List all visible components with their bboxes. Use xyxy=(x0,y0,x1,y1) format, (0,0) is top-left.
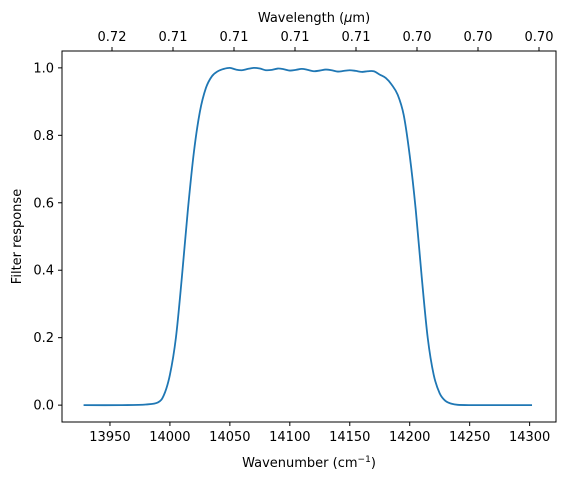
top-x-axis: 0.72 0.71 0.71 0.71 0.71 0.70 0.70 0.70 xyxy=(98,30,554,51)
bottom-x-axis: 13950 14000 14050 14100 14150 14200 14250 14300 xyxy=(89,422,550,445)
x-tick-label: 14150 xyxy=(329,430,370,445)
y-tick-label: 1.0 xyxy=(33,61,54,76)
top-tick-label: 0.70 xyxy=(464,30,493,45)
plot-frame xyxy=(61,50,557,423)
x-tick-label: 14000 xyxy=(149,430,190,445)
y-tick-label: 0.6 xyxy=(33,196,54,211)
top-tick-label: 0.71 xyxy=(281,30,310,45)
y-tick-label: 0.4 xyxy=(33,264,54,279)
y-tick-label: 0.8 xyxy=(33,129,54,144)
top-tick-label: 0.71 xyxy=(159,30,188,45)
y-tick-label: 0.2 xyxy=(33,331,54,346)
top-tick-label: 0.71 xyxy=(342,30,371,45)
filter-response-line xyxy=(83,66,533,407)
x-tick-label: 14250 xyxy=(449,430,490,445)
x-tick-label: 14100 xyxy=(269,430,310,445)
top-tick-label: 0.72 xyxy=(98,30,127,45)
x-tick-label: 14050 xyxy=(209,430,250,445)
top-tick-label: 0.71 xyxy=(220,30,249,45)
x-tick-label: 13950 xyxy=(89,430,130,445)
y-axis-label: Filter response xyxy=(10,189,25,284)
x-tick-label: 14300 xyxy=(509,430,550,445)
top-tick-label: 0.70 xyxy=(403,30,432,45)
y-tick-label: 0.0 xyxy=(33,399,54,414)
top-tick-label: 0.70 xyxy=(525,30,554,45)
top-axis-label: Wavelength (μm) xyxy=(258,11,370,26)
series-group xyxy=(83,66,533,407)
x-axis-label: Wavenumber (cm−1) xyxy=(242,455,376,471)
left-y-axis: 0.0 0.2 0.4 0.6 0.8 1.0 xyxy=(33,61,62,414)
x-tick-label: 14200 xyxy=(389,430,430,445)
